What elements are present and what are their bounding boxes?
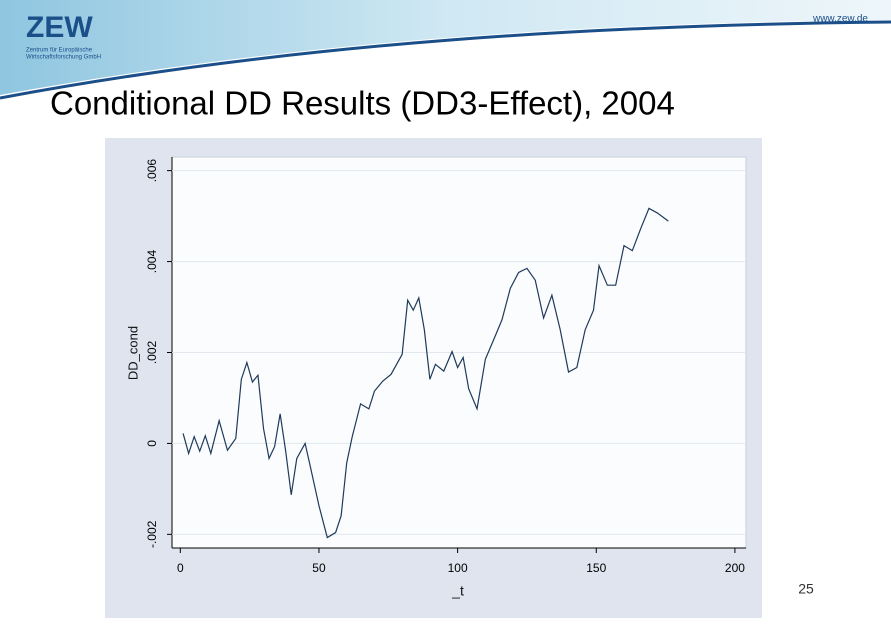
logo-subtitle: Wirtschaftsforschung GmbH — [26, 55, 101, 61]
y-tick-label: .002 — [145, 340, 159, 364]
logo-subtitle: Zentrum für Europäische — [26, 48, 93, 54]
data-line — [182, 207, 669, 539]
y-axis-label: DD_cond — [125, 326, 140, 380]
x-tick-label: 100 — [448, 561, 468, 575]
y-tick-label: 0 — [145, 440, 159, 447]
x-tick-label: 150 — [586, 561, 606, 575]
x-tick-label: 0 — [177, 561, 184, 575]
slide-title: Conditional DD Results (DD3-Effect), 200… — [50, 85, 675, 122]
header-wave — [0, 0, 891, 95]
page-number: 25 — [798, 581, 814, 597]
header-line — [0, 20, 891, 100]
y-tick-label: .006 — [145, 159, 159, 183]
x-axis-label: _t — [451, 583, 464, 599]
y-tick-label: .004 — [145, 250, 159, 274]
x-tick-label: 200 — [725, 561, 745, 575]
x-tick-label: 50 — [312, 561, 326, 575]
logo: ZEW — [26, 11, 93, 44]
y-tick-label: -.002 — [145, 520, 159, 548]
url: www.zew.de — [812, 14, 868, 25]
